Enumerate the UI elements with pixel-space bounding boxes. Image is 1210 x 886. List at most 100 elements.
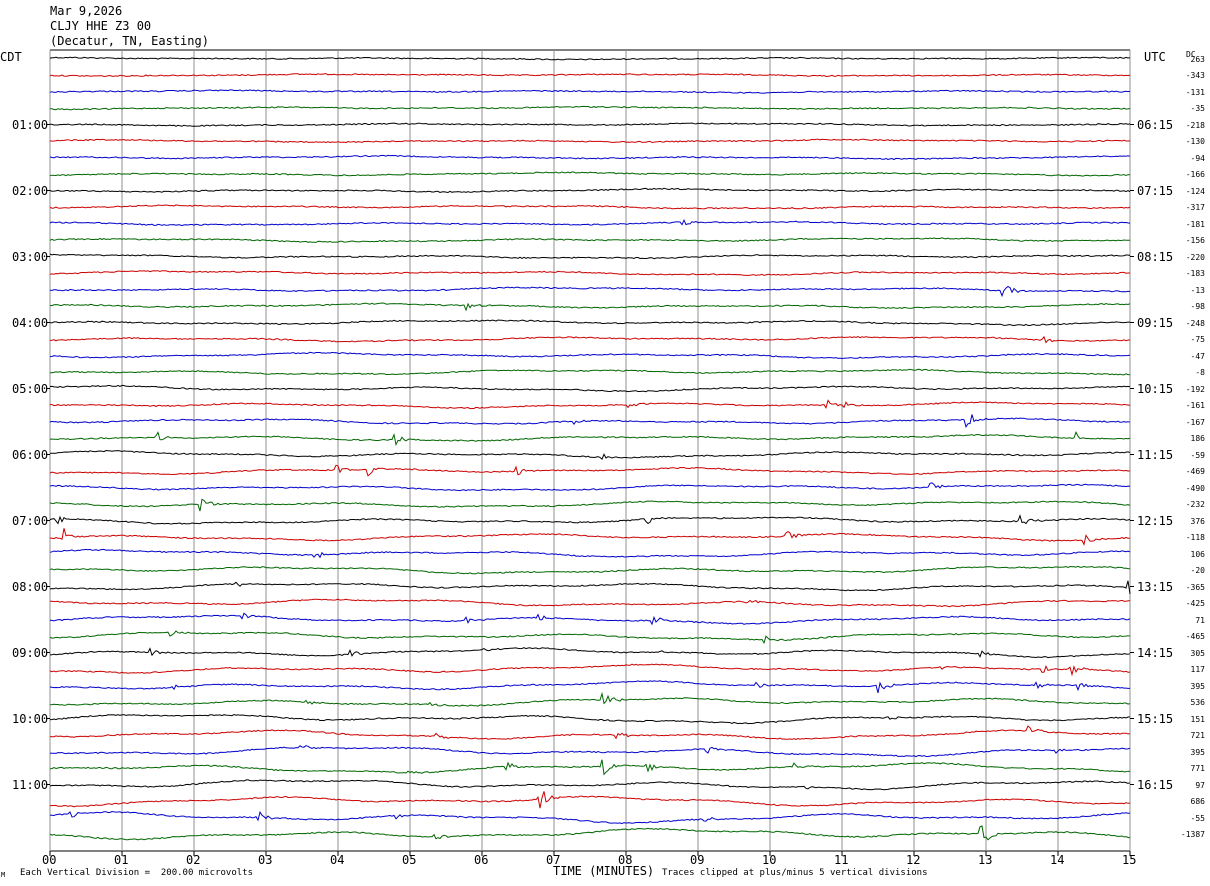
seismic-trace-14 xyxy=(49,285,1131,298)
left-hour-label: 01:00 xyxy=(12,117,49,132)
seismic-trace-18 xyxy=(49,351,1131,360)
dc-offset-label: -465 xyxy=(1185,632,1205,641)
x-tick-label: 02 xyxy=(186,853,201,867)
dc-offset-label: -156 xyxy=(1185,236,1205,245)
dc-offset-label: -20 xyxy=(1190,566,1205,575)
right-hour-label: 06:15 xyxy=(1137,117,1174,132)
dc-offset-label: -248 xyxy=(1185,318,1205,328)
seismic-trace-13 xyxy=(49,270,1130,276)
left-hour-label: 11:00 xyxy=(12,777,49,792)
seismic-trace-45 xyxy=(49,791,1131,809)
seismic-trace-33 xyxy=(49,598,1131,608)
dc-offset-label: -130 xyxy=(1185,137,1205,146)
seismic-trace-29 xyxy=(49,528,1131,546)
seismic-trace-20 xyxy=(49,384,1131,393)
dc-offset-label: 536 xyxy=(1190,698,1205,707)
footer-mark: M xyxy=(1,871,6,879)
dc-offset-label: -161 xyxy=(1185,401,1205,410)
dc-offset-label: -343 xyxy=(1185,71,1205,80)
dc-offset-label: 395 xyxy=(1190,747,1205,757)
seismic-trace-46 xyxy=(49,810,1131,825)
seismic-trace-44 xyxy=(49,779,1131,791)
left-hour-label: 05:00 xyxy=(12,381,49,396)
dc-offset-label: -98 xyxy=(1190,302,1205,311)
seismic-trace-6 xyxy=(49,154,1131,161)
seismic-trace-0 xyxy=(49,56,1131,61)
dc-offset-label: 395 xyxy=(1190,681,1205,691)
dc-offset-label: -94 xyxy=(1190,153,1205,163)
seismic-trace-15 xyxy=(49,302,1131,312)
dc-offset-label: 151 xyxy=(1190,714,1205,724)
x-tick-label: 13 xyxy=(978,853,993,867)
seismic-trace-19 xyxy=(50,368,1131,376)
seismic-trace-35 xyxy=(49,630,1131,645)
seismic-trace-17 xyxy=(49,335,1131,344)
scale-note: Each Vertical Division = 200.00 microvol… xyxy=(20,868,253,878)
dc-offset-label: -218 xyxy=(1185,120,1205,130)
trace-layer xyxy=(49,56,1131,841)
seismic-trace-37 xyxy=(49,663,1131,677)
seismic-trace-16 xyxy=(49,319,1130,327)
seismic-trace-4 xyxy=(49,122,1131,127)
dc-offset-label: -317 xyxy=(1185,203,1205,212)
dc-offset-label: 71 xyxy=(1195,615,1205,625)
seismic-trace-47 xyxy=(49,825,1131,841)
x-tick-label: 07 xyxy=(546,853,561,867)
right-timezone-label: UTC xyxy=(1144,50,1166,64)
dc-offset-label: -35 xyxy=(1190,104,1205,113)
dc-offset-label: -166 xyxy=(1185,170,1205,179)
dc-offset-label: 117 xyxy=(1190,665,1205,674)
right-hour-label: 15:15 xyxy=(1137,711,1174,726)
seismic-trace-7 xyxy=(49,171,1130,177)
dc-offset-label: 721 xyxy=(1190,731,1205,740)
left-hour-label: 09:00 xyxy=(12,645,49,660)
station-code: CLJY HHE Z3 00 xyxy=(50,19,152,33)
station-location: (Decatur, TN, Easting) xyxy=(50,34,209,48)
seismic-trace-5 xyxy=(49,138,1131,144)
seismic-trace-10 xyxy=(49,218,1131,227)
dc-offset-label: -220 xyxy=(1185,252,1205,262)
seismic-trace-2 xyxy=(49,89,1131,94)
seismic-trace-11 xyxy=(49,237,1130,243)
seismic-trace-38 xyxy=(49,680,1130,694)
right-hour-label: 07:15 xyxy=(1137,183,1174,198)
x-tick-label: 04 xyxy=(330,853,345,867)
seismic-trace-9 xyxy=(49,204,1131,210)
x-tick-label: 01 xyxy=(114,853,129,867)
dc-offset-label: -167 xyxy=(1185,417,1205,427)
seismic-trace-27 xyxy=(49,498,1131,512)
seismic-trace-41 xyxy=(49,725,1131,740)
dc-offset-label: 263 xyxy=(1190,54,1205,64)
dc-offset-label: -131 xyxy=(1185,87,1205,97)
x-tick-label: 14 xyxy=(1050,853,1065,867)
dc-offset-label: -59 xyxy=(1190,450,1205,460)
x-tick-label: 00 xyxy=(42,853,57,867)
x-tick-label: 11 xyxy=(834,853,849,867)
right-hour-label: 10:15 xyxy=(1137,381,1174,396)
seismic-trace-32 xyxy=(49,580,1131,595)
right-hour-label: 14:15 xyxy=(1137,645,1174,660)
seismic-trace-39 xyxy=(49,691,1131,707)
clip-note: Traces clipped at plus/minus 5 vertical … xyxy=(662,868,928,878)
x-axis-label: TIME (MINUTES) xyxy=(553,864,655,878)
seismic-trace-23 xyxy=(49,431,1131,447)
right-hour-label: 13:15 xyxy=(1137,579,1174,594)
seismic-trace-42 xyxy=(49,745,1131,758)
dc-offset-label: -75 xyxy=(1190,335,1205,344)
left-hour-label: 10:00 xyxy=(12,711,49,726)
x-tick-label: 08 xyxy=(618,853,633,867)
dc-offset-label: 97 xyxy=(1195,780,1205,790)
dc-offset-label: -8 xyxy=(1195,368,1205,377)
dc-offset-label: -183 xyxy=(1185,269,1205,278)
dc-offset-label: 686 xyxy=(1190,797,1205,806)
right-hour-label: 11:15 xyxy=(1137,447,1174,462)
right-hour-label: 09:15 xyxy=(1137,315,1174,330)
dc-offset-label: -365 xyxy=(1185,582,1205,592)
dc-offset-label: -47 xyxy=(1190,351,1205,361)
seismic-trace-25 xyxy=(49,464,1131,477)
seismic-trace-40 xyxy=(49,713,1131,725)
right-hour-label: 16:15 xyxy=(1137,777,1174,792)
seismic-trace-3 xyxy=(50,105,1131,111)
x-tick-label: 05 xyxy=(402,853,417,867)
